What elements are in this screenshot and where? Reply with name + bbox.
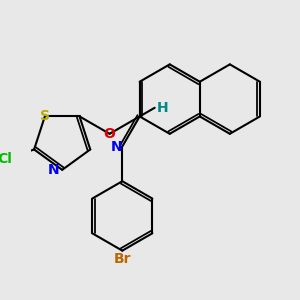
Text: O: O bbox=[104, 127, 116, 141]
Text: S: S bbox=[40, 110, 50, 123]
Text: Br: Br bbox=[114, 252, 131, 266]
Text: N: N bbox=[47, 163, 59, 177]
Text: H: H bbox=[157, 101, 168, 115]
Text: N: N bbox=[111, 140, 122, 154]
Text: Cl: Cl bbox=[0, 152, 12, 166]
